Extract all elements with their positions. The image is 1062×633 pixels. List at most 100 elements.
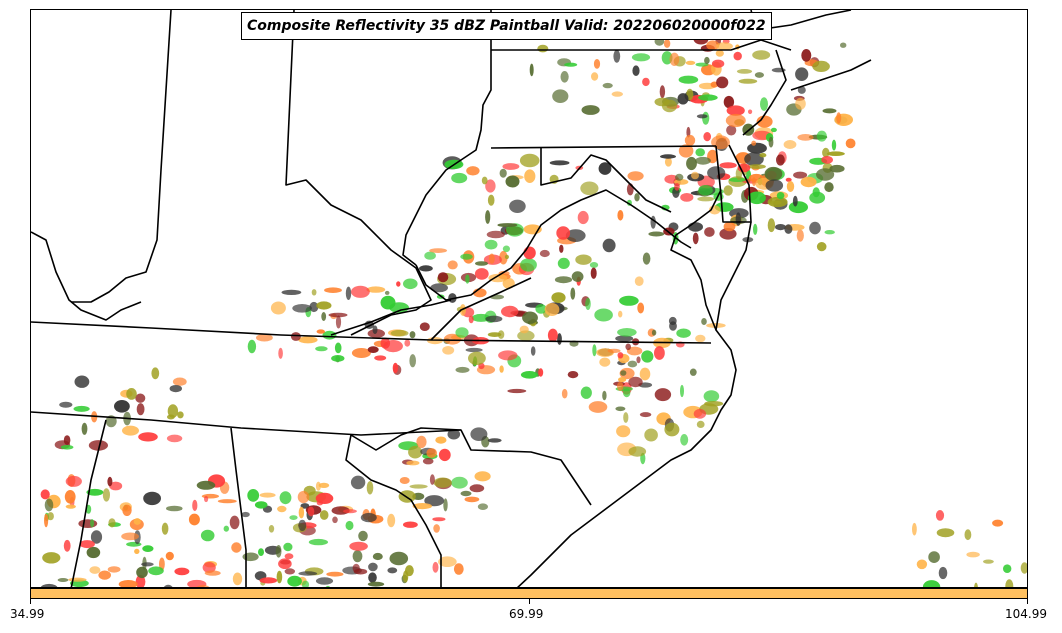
reflectivity-blob (460, 253, 473, 260)
reflectivity-blob (200, 529, 215, 542)
ohio-river-south (31, 231, 142, 321)
reflectivity-blob (366, 481, 374, 495)
reflectivity-blob (788, 201, 809, 214)
reflectivity-blob (118, 580, 138, 587)
reflectivity-blob (748, 109, 753, 115)
reflectivity-blob (256, 333, 273, 342)
reflectivity-blob (409, 484, 428, 489)
reflectivity-blob (88, 440, 108, 451)
reflectivity-blob (716, 76, 729, 89)
nj-border (742, 49, 787, 136)
reflectivity-blob (368, 562, 378, 572)
reflectivity-blob (469, 484, 485, 493)
reflectivity-blob (499, 168, 507, 178)
reflectivity-blob (793, 171, 808, 179)
reflectivity-blob (442, 346, 455, 355)
reflectivity-blob (698, 94, 718, 101)
reflectivity-blob (74, 375, 90, 388)
reflectivity-blob (60, 445, 74, 450)
reflectivity-blob (598, 162, 612, 175)
reflectivity-blob (177, 411, 184, 419)
reflectivity-blob (792, 195, 798, 207)
reflectivity-blob (571, 271, 584, 282)
reflectivity-blob (767, 218, 776, 233)
reflectivity-blob (406, 460, 420, 466)
reflectivity-blob (358, 530, 368, 542)
reflectivity-blob (695, 156, 711, 165)
reflectivity-blob (231, 542, 242, 553)
reflectivity-blob (637, 302, 645, 314)
reflectivity-blob (974, 582, 978, 587)
reflectivity-blob (63, 435, 71, 445)
reflectivity-blob (335, 315, 342, 329)
reflectivity-blob (501, 305, 519, 318)
reflectivity-blob (678, 75, 699, 84)
wv-va-border (415, 189, 692, 301)
reflectivity-blob (166, 505, 183, 512)
reflectivity-blob (475, 261, 488, 266)
reflectivity-blob (764, 166, 783, 181)
reflectivity-blob (735, 212, 741, 226)
reflectivity-blob (279, 491, 292, 505)
reflectivity-blob (192, 499, 198, 512)
reflectivity-blob (549, 160, 570, 166)
reflectivity-blob (384, 290, 390, 295)
reflectivity-blob (497, 223, 518, 228)
reflectivity-blob (726, 105, 745, 116)
chesapeake-bay (670, 189, 722, 331)
reflectivity-blob (474, 471, 491, 482)
reflectivity-blob (519, 325, 529, 334)
reflectivity-blob (688, 222, 703, 232)
reflectivity-blob (163, 584, 173, 587)
reflectivity-blob (695, 334, 706, 343)
reflectivity-blob (438, 448, 451, 462)
reflectivity-blob (331, 355, 345, 362)
reflectivity-blob (86, 546, 101, 559)
reflectivity-blob (465, 347, 483, 353)
reflectivity-blob (455, 327, 469, 338)
reflectivity-blob (319, 510, 329, 520)
reflectivity-blob (561, 388, 568, 399)
reflectivity-blob (738, 78, 758, 84)
reflectivity-blob (174, 567, 190, 576)
reflectivity-blob (617, 328, 637, 337)
reflectivity-blob (133, 518, 141, 525)
reflectivity-blob (316, 329, 325, 334)
reflectivity-blob (809, 221, 821, 235)
reflectivity-blob (639, 367, 651, 381)
reflectivity-blob (432, 517, 446, 522)
reflectivity-blob (367, 346, 379, 353)
reflectivity-blob (122, 504, 132, 516)
reflectivity-blob (684, 134, 696, 146)
reflectivity-blob (800, 176, 817, 188)
reflectivity-blob (297, 490, 310, 504)
reflectivity-blob (465, 274, 470, 284)
reflectivity-blob (692, 232, 699, 245)
reflectivity-blob (698, 185, 713, 196)
reflectivity-blob (551, 292, 566, 303)
reflectivity-blob (188, 513, 200, 526)
reflectivity-blob (138, 432, 158, 442)
reflectivity-blob (607, 348, 621, 353)
reflectivity-blob (453, 563, 464, 575)
reflectivity-blob (575, 254, 592, 265)
reflectivity-blob (254, 501, 268, 509)
reflectivity-blob (822, 147, 830, 158)
reflectivity-blob (696, 420, 705, 428)
reflectivity-blob (477, 503, 488, 511)
reflectivity-blob (223, 525, 229, 532)
reflectivity-blob (1005, 579, 1014, 587)
reflectivity-blob (278, 558, 292, 569)
reflectivity-blob (719, 228, 737, 240)
reflectivity-blob (680, 193, 694, 202)
reflectivity-blob (502, 245, 510, 253)
reflectivity-blob (351, 348, 371, 358)
reflectivity-blob (284, 568, 295, 575)
reflectivity-blob (634, 193, 640, 202)
reflectivity-blob (390, 329, 409, 337)
reflectivity-blob (715, 42, 733, 51)
reflectivity-blob (507, 388, 527, 394)
reflectivity-blob (581, 105, 600, 115)
reflectivity-blob (438, 556, 457, 567)
reflectivity-blob (675, 173, 684, 181)
